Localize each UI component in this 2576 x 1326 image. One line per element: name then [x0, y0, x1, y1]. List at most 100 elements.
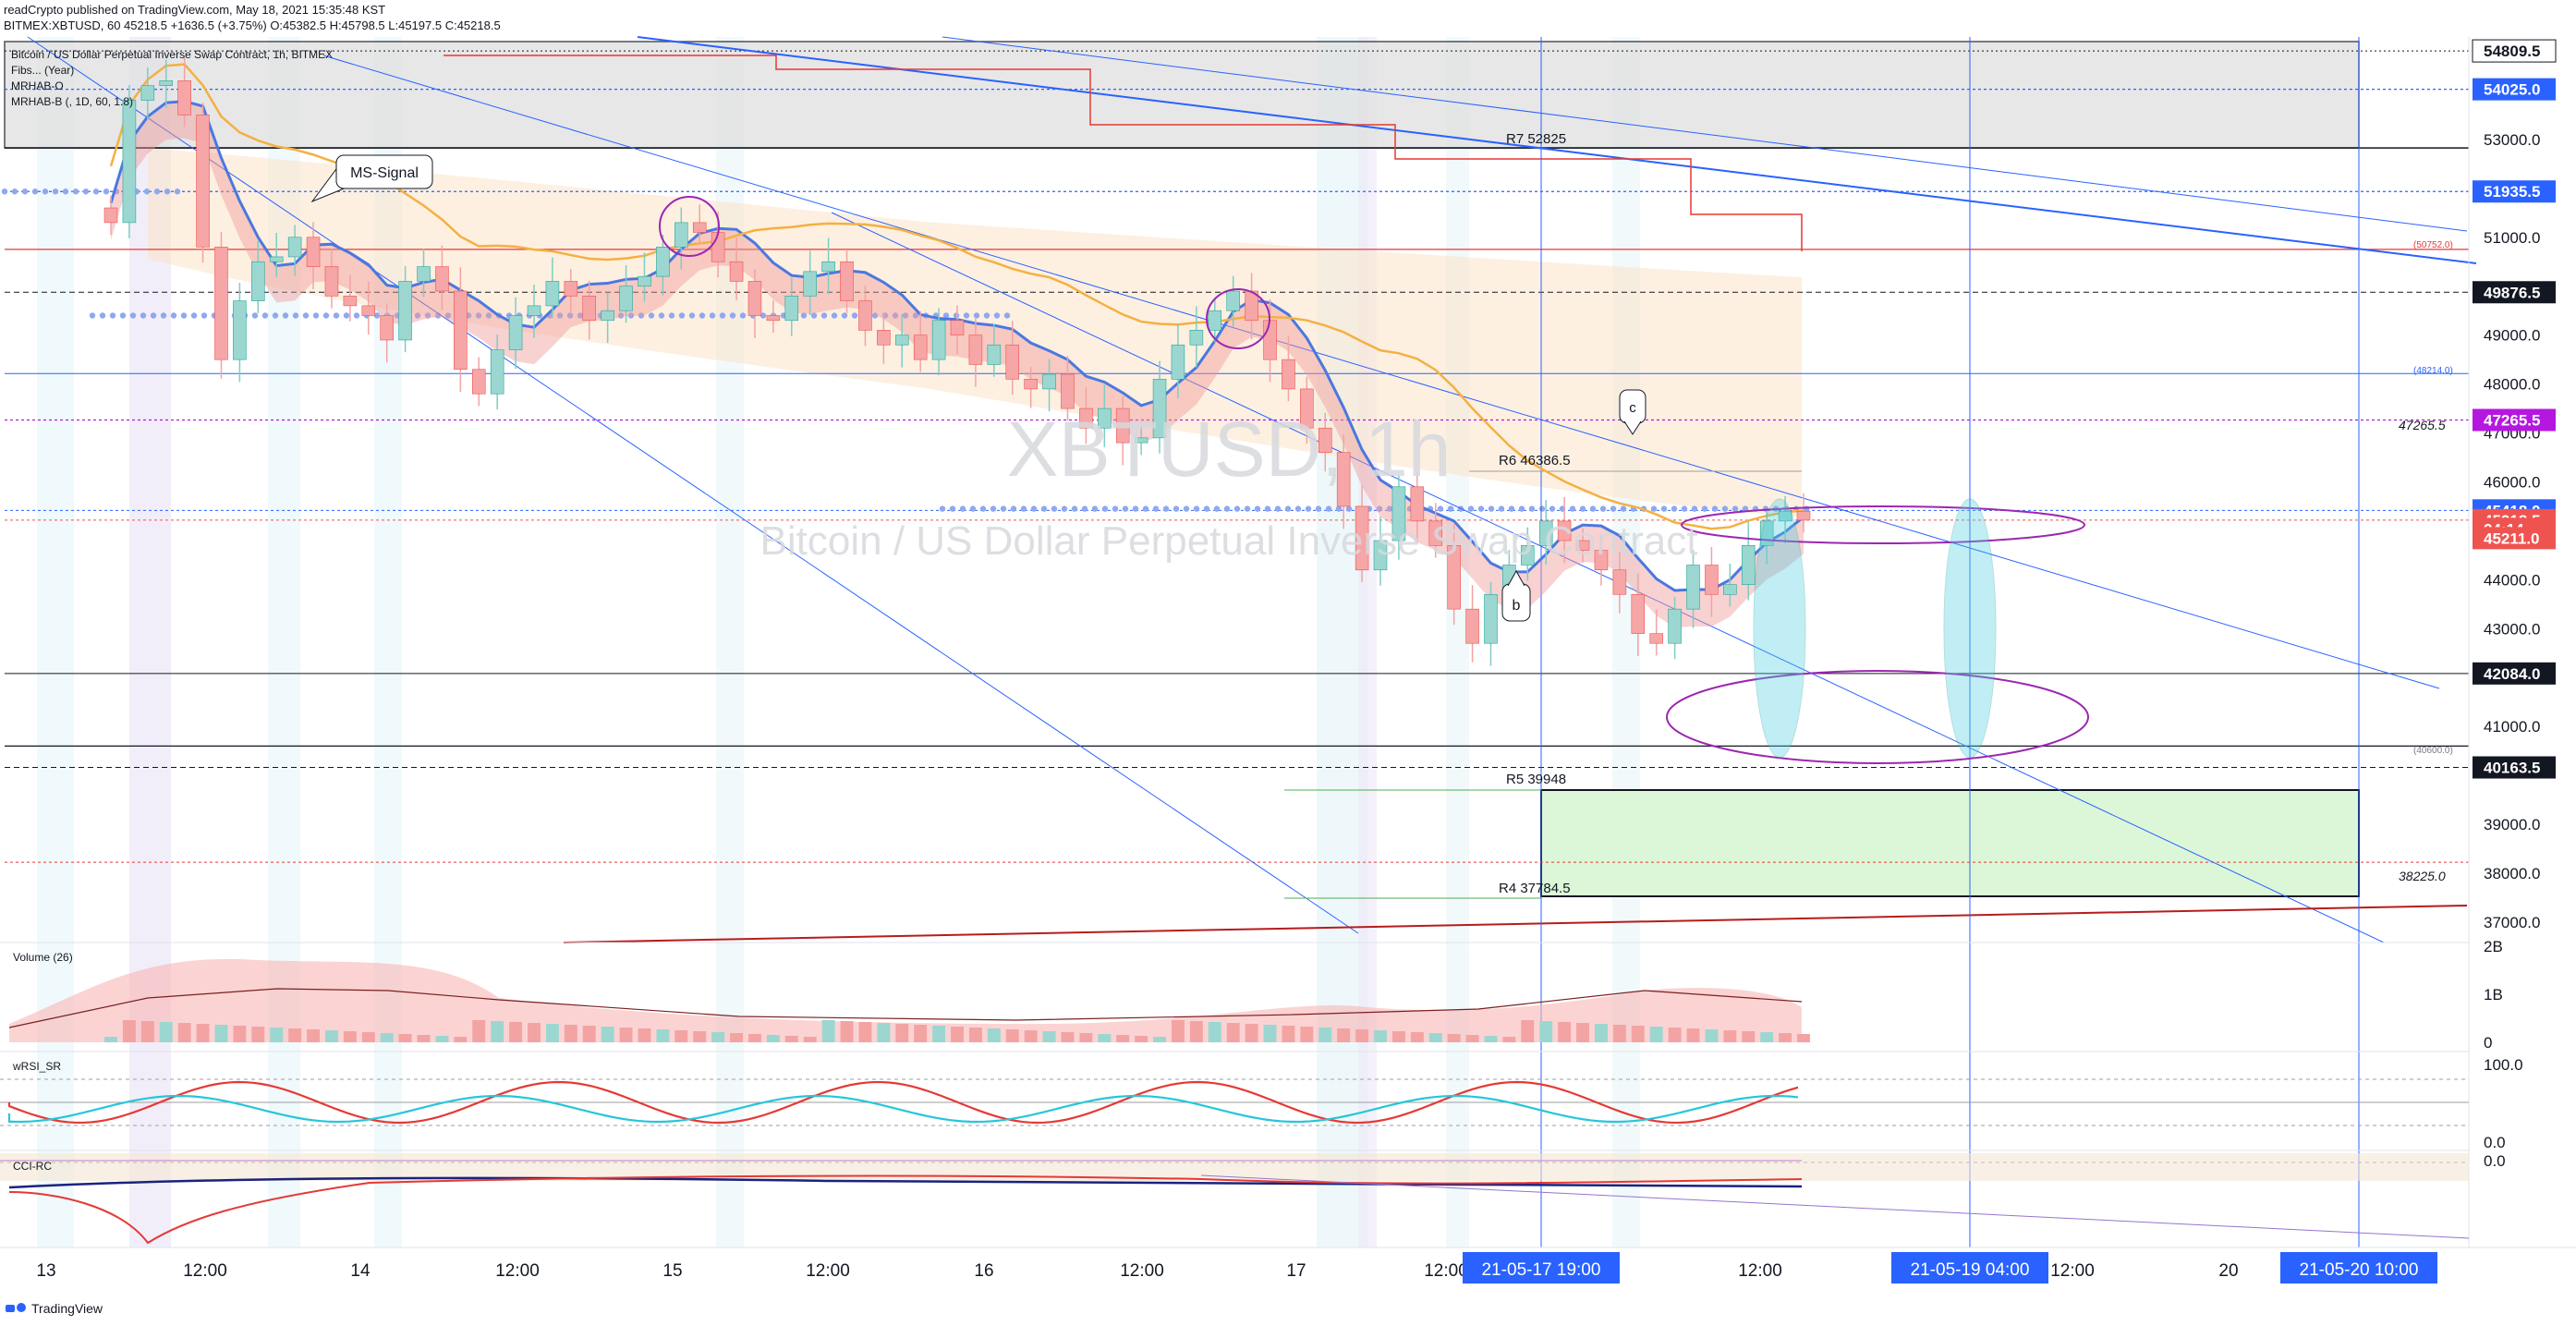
volume-bar	[1374, 1030, 1387, 1042]
candle	[122, 100, 137, 224]
dot-marker	[638, 312, 645, 319]
dot-marker	[939, 505, 946, 512]
volume-bar	[987, 1028, 1001, 1042]
candle	[729, 261, 744, 282]
volume-bar	[472, 1020, 486, 1042]
svg-text:MS-Signal: MS-Signal	[350, 165, 419, 181]
fib-40600-label: (40600.0)	[2413, 746, 2453, 756]
volume-bar	[1484, 1036, 1498, 1042]
dot-marker	[353, 312, 360, 319]
volume-bar	[1539, 1021, 1553, 1042]
dot-marker	[1579, 505, 1586, 512]
candle	[674, 222, 688, 248]
dot-marker	[1, 189, 8, 195]
dot-marker	[959, 505, 966, 512]
volume-bar	[528, 1023, 541, 1042]
volume-bar	[307, 1029, 321, 1042]
legend-mrhab-b[interactable]: MRHAB-B (, 1D, 60, 1.8)	[11, 95, 133, 108]
time-badge-label: 21-05-17 19:00	[1482, 1260, 1601, 1280]
dot-marker	[1122, 505, 1129, 512]
volume-bar	[766, 1035, 780, 1042]
candle	[1484, 593, 1498, 644]
dot-marker	[1345, 505, 1353, 512]
ichimoku-cloud	[148, 148, 1802, 517]
volume-bar	[1502, 1037, 1516, 1042]
candle	[1152, 379, 1167, 439]
annotation-shapes	[659, 196, 2089, 764]
cci-label: CCI-RC	[13, 1160, 52, 1173]
dot-marker	[719, 312, 726, 319]
candle	[968, 335, 983, 365]
candle	[1465, 608, 1479, 644]
price-axis[interactable]: 37000.0 38000.0 39000.0 41000.0 43000.0 44000…	[2472, 39, 2557, 931]
candle	[140, 85, 155, 101]
candle	[711, 232, 725, 262]
candle	[214, 247, 228, 360]
cci-pane	[0, 1153, 2470, 1245]
volume-bar	[1024, 1030, 1038, 1042]
volume-bar	[361, 1032, 375, 1042]
candle	[931, 320, 946, 360]
dot-marker	[261, 312, 269, 319]
dot-marker	[851, 312, 858, 319]
candle	[619, 286, 633, 311]
tradingview-logo[interactable]: TradingView	[6, 1301, 103, 1316]
candle	[287, 237, 302, 258]
dot-marker	[343, 312, 350, 319]
dot-marker	[1142, 505, 1149, 512]
dot-marker	[1101, 505, 1109, 512]
candle	[196, 115, 210, 248]
candle	[398, 281, 412, 341]
dot-marker	[150, 312, 157, 319]
candle	[361, 305, 376, 316]
volume-bar	[1245, 1024, 1258, 1042]
candle	[1226, 290, 1240, 311]
volume-bar	[601, 1027, 614, 1042]
volume-bar	[1263, 1025, 1277, 1042]
price-badge-label: 45211.0	[2484, 529, 2540, 547]
dot-marker	[963, 312, 970, 319]
volume-bar	[1521, 1020, 1535, 1042]
price-badge-label: 42084.0	[2484, 665, 2540, 683]
dot-marker	[424, 312, 431, 319]
candle	[564, 281, 578, 297]
legend-mrhab-o[interactable]: MRHAB-O	[11, 79, 64, 92]
volume-bar	[951, 1027, 964, 1042]
dot-marker	[302, 312, 310, 319]
dot-marker	[566, 312, 574, 319]
time-tick-label: 12:00	[495, 1261, 540, 1281]
r5-label: R5 39948	[1506, 772, 1566, 787]
dot-marker	[949, 505, 956, 512]
volume-bar	[177, 1023, 191, 1042]
candle	[1521, 545, 1535, 566]
tradingview-logo-icon	[6, 1302, 26, 1315]
dot-marker	[42, 189, 49, 195]
volume-bar	[821, 1020, 835, 1042]
candle	[417, 266, 431, 282]
volume-bar	[343, 1031, 357, 1042]
volume-tick-1b: 1B	[2484, 986, 2503, 1004]
candle	[1594, 550, 1609, 571]
volume-bar	[1153, 1037, 1167, 1042]
dot-marker	[1091, 505, 1099, 512]
candlesticks	[103, 56, 1811, 666]
candle	[1575, 540, 1590, 551]
legend-fibs[interactable]: Fibs... (Year)	[11, 64, 74, 77]
dot-marker	[810, 312, 818, 319]
dot-marker	[1213, 505, 1221, 512]
dot-marker	[1508, 505, 1515, 512]
candle	[840, 261, 854, 301]
volume-bar	[1465, 1035, 1479, 1042]
volume-tick-2b: 2B	[2484, 938, 2503, 955]
candle	[545, 281, 560, 307]
dot-marker	[1152, 505, 1160, 512]
candle	[343, 296, 358, 307]
candle	[306, 237, 321, 267]
time-axis[interactable]: 13 12:00 14 12:00 15 12:00 16 12:00 17 12:00 12:00…	[36, 1252, 2437, 1283]
time-tick-label: 17	[1286, 1261, 1306, 1281]
dot-marker	[1112, 505, 1119, 512]
dot-marker	[1284, 505, 1292, 512]
dot-marker	[1498, 505, 1505, 512]
dot-marker	[658, 312, 665, 319]
